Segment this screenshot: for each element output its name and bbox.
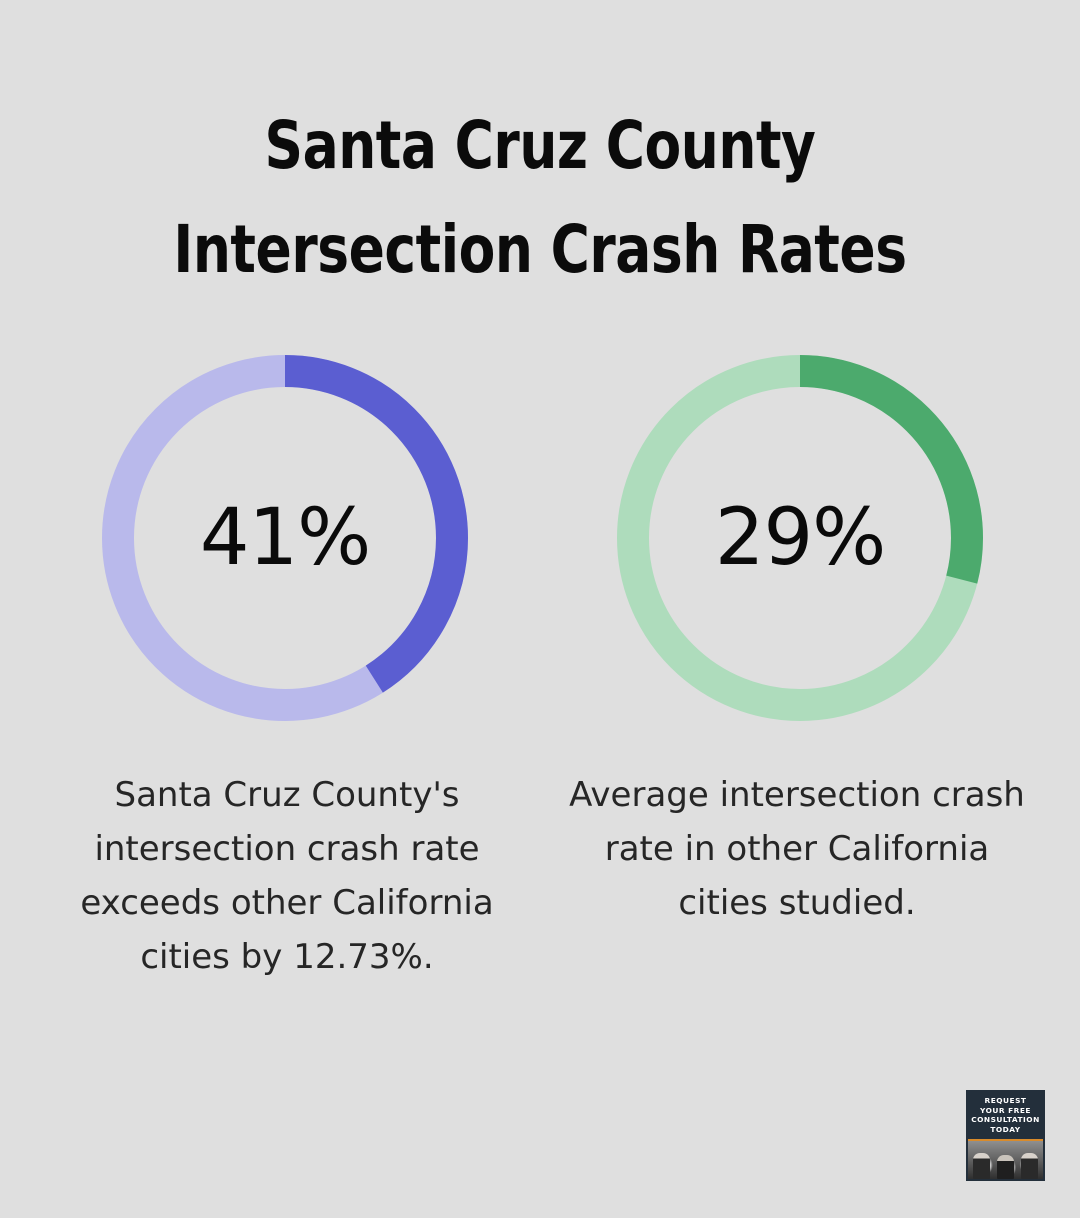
consultation-badge[interactable]: Request Your Free Consultation Today [966,1090,1045,1181]
consultation-badge-line-4: Today [990,1124,1021,1134]
captions-row: Santa Cruz County's intersection crash r… [0,768,1080,998]
badge-photo-person-right [1020,1153,1038,1180]
badge-photo-person-left [972,1153,990,1180]
badge-photo-person-center [996,1155,1014,1180]
donut-chart-santa-cruz-county: 41% [102,355,468,721]
consultation-badge-text: Request Your Free Consultation Today [966,1090,1045,1138]
consultation-badge-photo [968,1141,1043,1180]
caption-other-california-cities: Average intersection crash rate in other… [569,775,1025,923]
donut-value-santa-cruz-county: 41% [199,493,371,583]
page-title-line-2: Intersection Crash Rates [173,211,907,288]
consultation-badge-line-3: Consultation [971,1115,1040,1125]
caption-santa-cruz-county: Santa Cruz County's intersection crash r… [80,775,494,977]
donut-value-other-california-cities: 29% [714,493,886,583]
consultation-badge-line-2: Your Free [980,1105,1031,1115]
donut-svg-santa-cruz-county [102,355,468,721]
donut-arc-santa-cruz-county [102,355,468,721]
consultation-badge-line-1: Request [984,1096,1027,1105]
page-title-line-1: Santa Cruz County [264,107,816,184]
charts-row: 41% 29% [0,355,1080,725]
donut-svg-other-california-cities [617,355,983,721]
donut-arc-other-california-cities [617,355,983,721]
donut-chart-other-california-cities: 29% [617,355,983,721]
page-title: Santa Cruz County Intersection Crash Rat… [0,94,1080,302]
consultation-badge-divider [968,1139,1043,1142]
